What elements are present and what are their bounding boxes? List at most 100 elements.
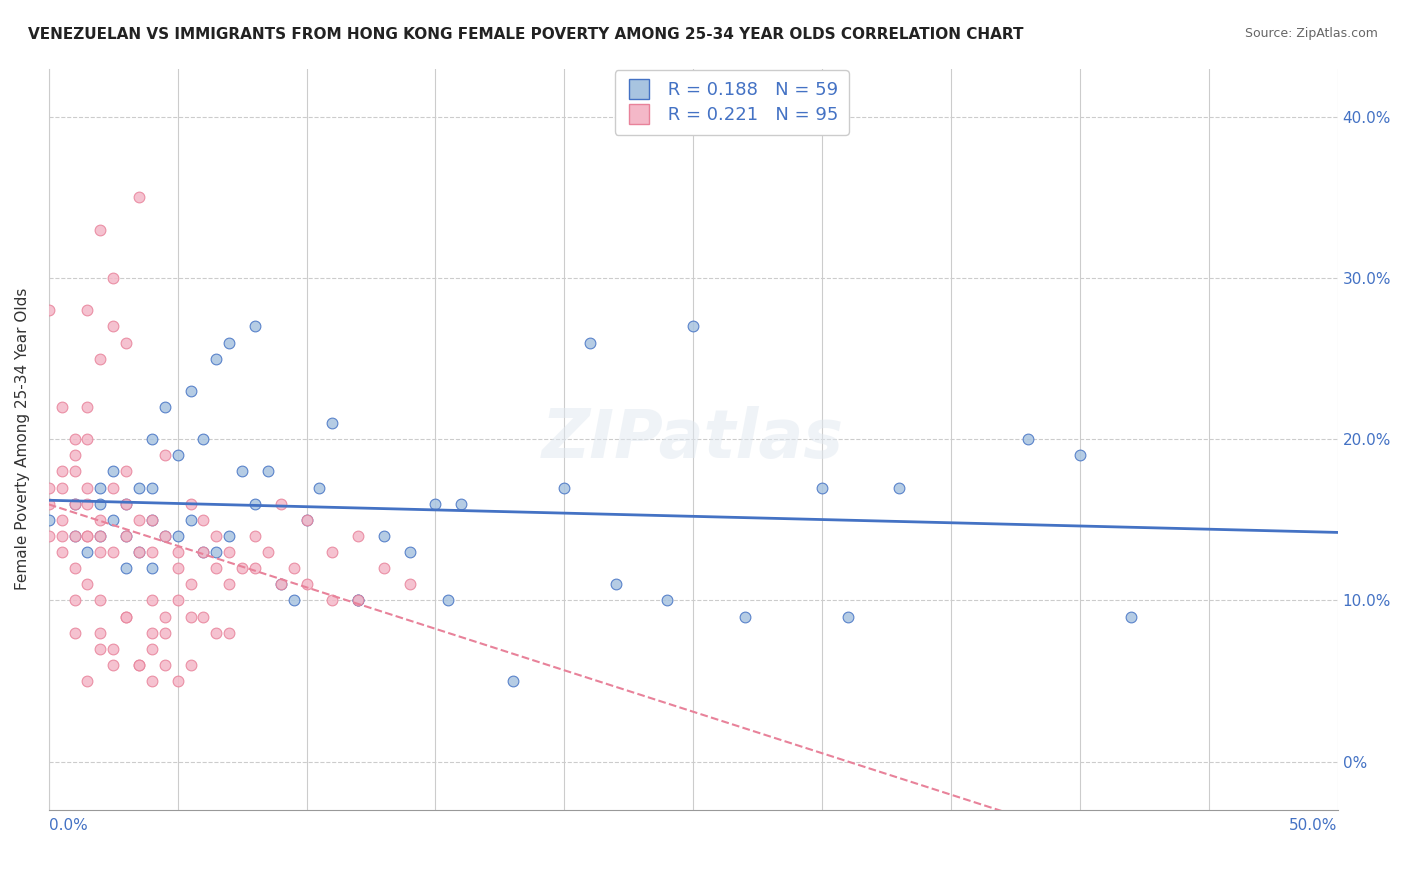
Point (38, 513, 60, 527)
Point (166, 561, 188, 575)
Point (141, 593, 163, 607)
Point (63, 432, 86, 446)
Point (231, 465, 253, 479)
Point (811, 481, 834, 495)
Point (347, 529, 370, 543)
Point (103, 465, 125, 479)
Point (1017, 432, 1039, 446)
Point (115, 497, 138, 511)
Point (153, 625, 176, 640)
Point (89, 593, 111, 607)
Point (153, 657, 176, 672)
Point (115, 497, 138, 511)
Point (115, 335, 138, 350)
Point (63, 529, 86, 543)
Point (180, 609, 202, 624)
Point (218, 335, 240, 350)
Point (103, 657, 125, 672)
Point (837, 609, 859, 624)
Point (89, 497, 111, 511)
Point (180, 577, 202, 591)
Point (321, 545, 343, 559)
Point (553, 481, 575, 495)
Point (38, 497, 60, 511)
Point (115, 609, 138, 624)
Point (373, 561, 395, 575)
Point (89, 529, 111, 543)
Point (128, 545, 150, 559)
Point (76, 529, 98, 543)
Point (128, 190, 150, 204)
Point (243, 561, 266, 575)
Point (63, 497, 86, 511)
Point (115, 529, 138, 543)
Point (579, 335, 602, 350)
Point (141, 481, 163, 495)
Point (166, 529, 188, 543)
Point (51, 529, 73, 543)
Point (115, 561, 138, 575)
Legend:  R = 0.188   N = 59,  R = 0.221   N = 95: R = 0.188 N = 59, R = 0.221 N = 95 (614, 70, 849, 135)
Point (63, 625, 86, 640)
Point (270, 577, 292, 591)
Point (166, 673, 188, 688)
Point (128, 545, 150, 559)
Point (734, 609, 756, 624)
Point (115, 529, 138, 543)
Point (89, 529, 111, 543)
Point (502, 673, 524, 688)
Point (243, 319, 266, 334)
Point (38, 529, 60, 543)
Point (308, 481, 330, 495)
Point (243, 497, 266, 511)
Point (347, 593, 370, 607)
Point (321, 416, 343, 430)
Point (180, 384, 202, 398)
Point (128, 657, 150, 672)
Point (243, 529, 266, 543)
Point (76, 577, 98, 591)
Point (193, 609, 215, 624)
Point (231, 561, 253, 575)
Point (63, 448, 86, 462)
Point (166, 593, 188, 607)
Point (89, 351, 111, 366)
Point (89, 545, 111, 559)
Point (76, 545, 98, 559)
Point (63, 465, 86, 479)
Point (205, 545, 228, 559)
Point (103, 641, 125, 656)
Point (218, 625, 240, 640)
Point (153, 529, 176, 543)
Point (51, 513, 73, 527)
Point (76, 303, 98, 318)
Point (889, 481, 911, 495)
Point (141, 561, 163, 575)
Text: ZIPatlas: ZIPatlas (543, 406, 844, 472)
Point (141, 513, 163, 527)
Point (347, 593, 370, 607)
Point (1069, 448, 1091, 462)
Point (283, 561, 305, 575)
Point (295, 577, 318, 591)
Point (398, 545, 420, 559)
Point (76, 481, 98, 495)
Point (205, 561, 228, 575)
Point (103, 271, 125, 285)
Point (193, 545, 215, 559)
Text: 50.0%: 50.0% (1289, 818, 1337, 833)
Point (193, 545, 215, 559)
Point (295, 513, 318, 527)
Point (76, 400, 98, 414)
Point (257, 465, 280, 479)
Point (141, 432, 163, 446)
Point (450, 497, 472, 511)
Point (141, 673, 163, 688)
Point (153, 529, 176, 543)
Point (605, 577, 627, 591)
Point (166, 545, 188, 559)
Point (1121, 609, 1143, 624)
Point (38, 481, 60, 495)
Point (38, 303, 60, 318)
Point (153, 448, 176, 462)
